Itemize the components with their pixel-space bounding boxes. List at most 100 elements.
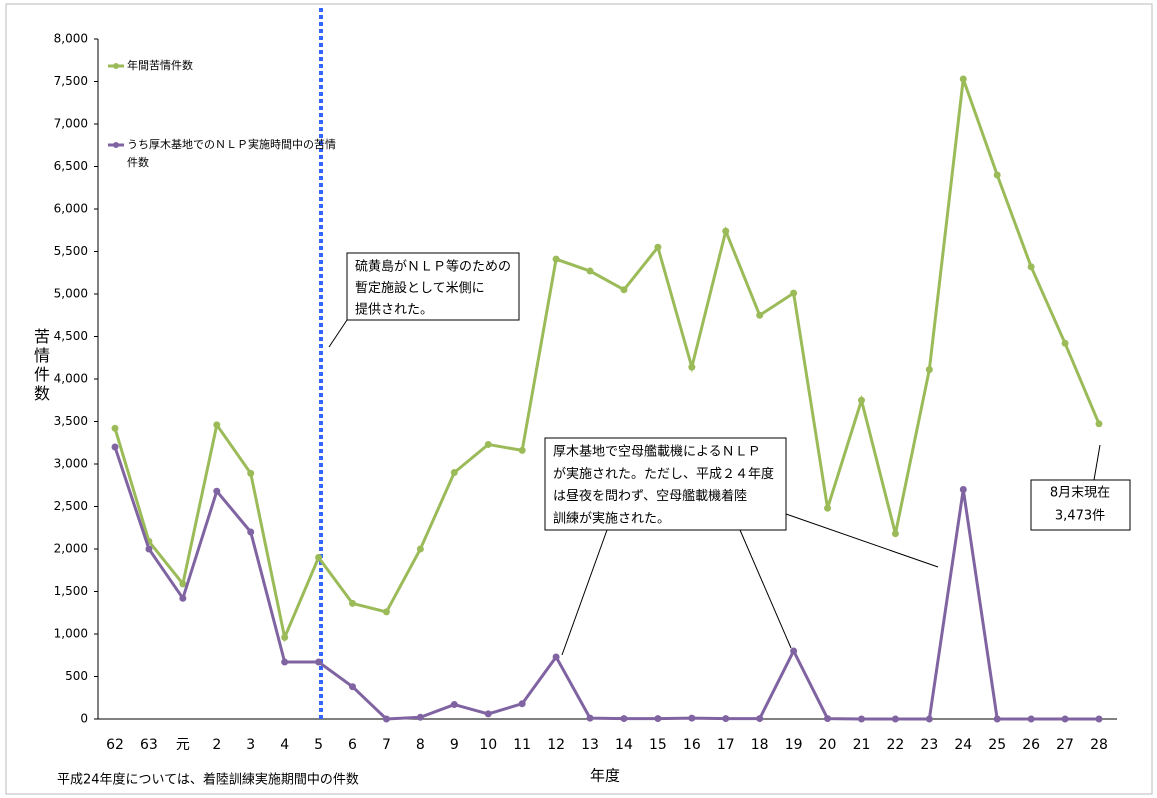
- x-tick-label: 18: [751, 737, 769, 753]
- leader-line: [739, 529, 792, 649]
- data-point: [925, 366, 933, 374]
- annotation-text: 8月末現在: [1050, 486, 1110, 501]
- x-tick-label: 9: [450, 737, 459, 753]
- data-point: [654, 243, 662, 251]
- x-tick-label: 22: [886, 737, 904, 753]
- x-tick-label: 24: [954, 737, 972, 753]
- data-point: [213, 487, 221, 495]
- annotation-box: [544, 437, 787, 531]
- data-point: [688, 363, 696, 371]
- data-point: [1061, 715, 1069, 723]
- y-tick-label: 4,000: [54, 372, 88, 386]
- y-axis-title: 苦情件数: [31, 328, 50, 404]
- x-tick-label: 26: [1022, 737, 1040, 753]
- x-tick-label: 63: [140, 737, 158, 753]
- x-tick-label: 元: [176, 737, 190, 753]
- y-tick-label: 0: [80, 712, 88, 726]
- data-point: [247, 528, 255, 536]
- data-point: [959, 75, 967, 83]
- x-tick-label: 20: [819, 737, 837, 753]
- x-tick-label: 27: [1056, 737, 1074, 753]
- data-point: [688, 714, 696, 722]
- x-tick-label: 12: [547, 737, 565, 753]
- series-line: [113, 446, 1099, 721]
- data-point: [213, 421, 221, 429]
- annotation-text: 訓練が実施された。: [553, 510, 670, 526]
- x-tick-label: 17: [717, 737, 735, 753]
- y-tick-label: 5,000: [54, 287, 88, 301]
- data-point: [790, 289, 798, 297]
- y-tick-label: 2,500: [54, 499, 88, 513]
- data-point: [179, 580, 187, 588]
- legend-label: 年間苦情件数: [127, 59, 193, 72]
- y-tick-label: 6,500: [54, 159, 88, 173]
- data-point: [1095, 715, 1103, 723]
- x-tick-label: 62: [106, 737, 124, 753]
- data-point: [281, 658, 289, 666]
- y-tick-label: 4,500: [54, 329, 88, 343]
- y-tick-label: 8,000: [54, 32, 88, 46]
- chart-border: [5, 3, 1153, 795]
- x-tick-label: 21: [853, 737, 871, 753]
- data-point: [790, 647, 798, 655]
- legend-marker: [113, 63, 119, 69]
- data-point: [993, 171, 1001, 179]
- data-point: [722, 715, 730, 723]
- x-tick-label: 2: [212, 737, 221, 753]
- data-point: [484, 440, 492, 448]
- annotation-text: 厚木基地で空母艦載機によるＮＬＰ: [553, 445, 761, 460]
- legend-marker: [113, 142, 119, 148]
- x-tick-label: 23: [920, 737, 938, 753]
- data-point: [382, 715, 390, 723]
- data-point: [857, 396, 865, 404]
- data-point: [756, 715, 764, 723]
- x-tick-label: 25: [988, 737, 1006, 753]
- annotation-box: [346, 252, 520, 321]
- data-point: [722, 227, 730, 235]
- data-point: [247, 469, 255, 477]
- y-tick-label: 7,500: [54, 74, 88, 88]
- x-tick-label: 11: [513, 737, 531, 753]
- x-tick-label: 8: [416, 737, 425, 753]
- leader-line: [561, 529, 608, 656]
- data-point: [315, 554, 323, 561]
- data-point: [993, 715, 1001, 723]
- data-point: [1027, 715, 1035, 723]
- annotation-text: 提供された。: [355, 302, 433, 318]
- x-tick-label: 13: [581, 737, 599, 753]
- data-point: [382, 608, 390, 616]
- annotation-text: 硫黄島がＮＬＰ等のための: [355, 259, 511, 275]
- data-point: [1061, 339, 1069, 347]
- data-point: [586, 714, 594, 722]
- data-point: [925, 715, 933, 723]
- data-point: [552, 653, 560, 661]
- annotation-text: は昼夜を問わず、空母艦載機着陸: [553, 488, 747, 504]
- data-point: [586, 267, 594, 275]
- annotation-box: [1030, 479, 1131, 531]
- x-tick-label: 28: [1090, 737, 1108, 753]
- data-point: [315, 658, 323, 666]
- data-point: [450, 469, 458, 476]
- x-tick-label: 7: [382, 737, 391, 753]
- data-point: [179, 594, 187, 602]
- data-point: [891, 530, 899, 538]
- data-point: [349, 683, 357, 691]
- y-tick-label: 2,000: [54, 542, 88, 556]
- y-tick-label: 1,000: [54, 627, 88, 641]
- data-point: [824, 715, 832, 723]
- leader-line: [1093, 444, 1101, 481]
- data-point: [1095, 420, 1103, 428]
- data-point: [891, 715, 899, 723]
- footnote: 平成24年度については、着陸訓練実施期間中の件数: [57, 772, 359, 788]
- data-point: [111, 443, 119, 451]
- data-point: [416, 545, 424, 553]
- x-tick-label: 5: [314, 737, 323, 753]
- x-axis-title: 年度: [590, 767, 620, 785]
- y-tick-label: 7,000: [54, 117, 88, 131]
- data-point: [552, 255, 560, 263]
- data-point: [620, 286, 628, 294]
- x-tick-label: 3: [246, 737, 255, 753]
- data-point: [756, 311, 764, 319]
- data-point: [518, 446, 526, 454]
- x-tick-label: 4: [280, 737, 289, 753]
